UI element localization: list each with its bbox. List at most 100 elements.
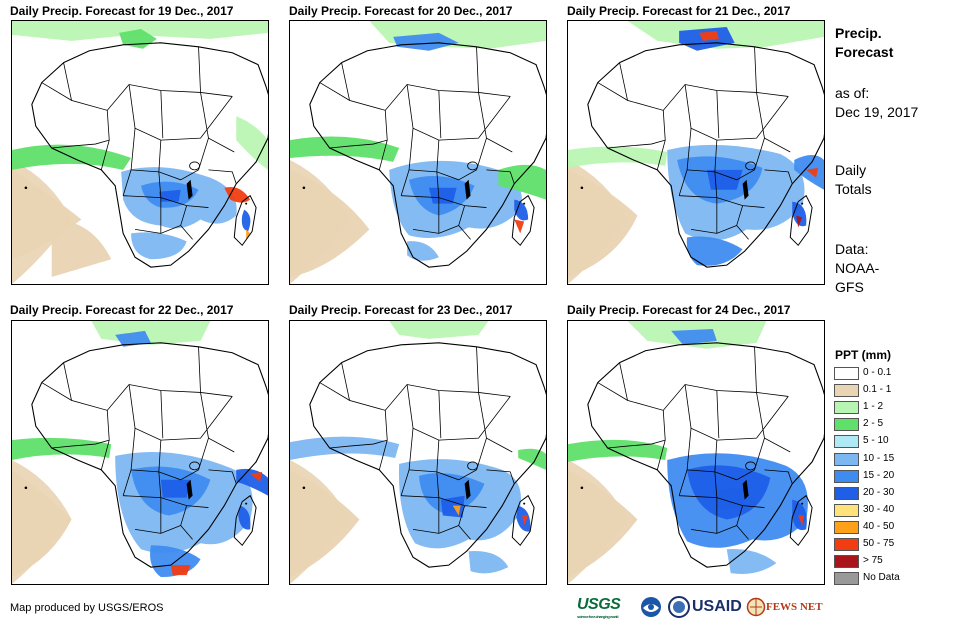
precip-area <box>246 229 251 240</box>
map-svg <box>12 321 268 584</box>
madagascar-outline <box>233 194 257 247</box>
country-border <box>684 84 789 141</box>
precip-area <box>671 328 717 345</box>
precip-area <box>115 330 151 347</box>
country-border <box>597 82 628 101</box>
legend-item: > 75 <box>834 554 954 570</box>
africa-outline <box>309 42 546 268</box>
country-border <box>412 524 471 540</box>
lake-victoria <box>467 161 478 171</box>
country-border <box>400 128 414 196</box>
lake-tanganyika <box>464 479 471 500</box>
usgs-logo: USGS science for a changing world <box>577 594 635 620</box>
country-border <box>122 128 136 196</box>
precip-area <box>514 219 525 234</box>
country-border <box>436 171 440 198</box>
country-border <box>678 128 692 196</box>
country-border <box>486 469 515 484</box>
panel-title-5: Daily Precip. Forecast for 23 Dec., 2017 <box>289 303 513 317</box>
island-dot <box>523 202 526 205</box>
usgs-logo-text: USGS <box>577 595 621 613</box>
country-border <box>123 195 209 208</box>
country-border <box>128 84 233 141</box>
country-border <box>400 428 414 496</box>
panel-title-4: Daily Precip. Forecast for 22 Dec., 2017 <box>10 303 234 317</box>
country-border <box>123 495 209 508</box>
island-dot <box>580 186 584 190</box>
side-totals: Daily Totals <box>835 161 872 199</box>
country-border <box>438 390 442 439</box>
precip-area <box>726 549 777 574</box>
map-svg <box>290 21 546 284</box>
country-border <box>764 469 793 484</box>
legend-item: 5 - 10 <box>834 434 954 450</box>
legend-item: 0.1 - 1 <box>834 383 954 399</box>
lake-tanganyika <box>464 179 471 200</box>
africa-outline <box>587 42 824 268</box>
africa-outline <box>31 42 268 268</box>
country-border <box>134 224 193 240</box>
africa-outline <box>587 342 824 568</box>
precip-area <box>131 232 187 260</box>
legend-swatch <box>834 418 859 432</box>
precip-area <box>568 469 638 578</box>
map-svg <box>12 21 268 284</box>
precip-area <box>224 186 251 203</box>
precip-area <box>796 215 803 228</box>
side-asof: as of: Dec 19, 2017 <box>835 84 918 122</box>
legend-item: 30 - 40 <box>834 503 954 519</box>
country-border <box>198 346 201 393</box>
legend-swatch <box>834 486 859 500</box>
precip-area <box>290 169 370 278</box>
precip-area <box>290 469 360 578</box>
legend-swatch <box>834 469 859 483</box>
precip-area <box>393 32 459 51</box>
country-border <box>714 437 765 481</box>
country-border <box>607 439 666 449</box>
precip-area <box>407 241 439 261</box>
precip-area <box>12 437 112 460</box>
country-border <box>436 137 487 181</box>
precip-area <box>794 154 824 190</box>
country-border <box>438 90 442 139</box>
precip-area <box>568 439 668 462</box>
legend-label: 30 - 40 <box>863 503 895 515</box>
country-border <box>436 437 487 481</box>
country-border <box>619 62 789 111</box>
country-border <box>180 205 188 226</box>
country-border <box>406 84 511 141</box>
country-border <box>51 439 110 449</box>
legend-swatch <box>834 452 859 466</box>
country-border <box>597 382 628 401</box>
lake-tanganyika <box>186 479 193 500</box>
fews-net-text: FEWS NET <box>766 601 823 613</box>
legend-swatch <box>834 572 859 586</box>
precip-area <box>238 505 251 530</box>
country-border <box>716 90 720 139</box>
legend-title: PPT (mm) <box>835 348 892 362</box>
precip-area <box>806 167 819 178</box>
country-border <box>412 224 471 240</box>
country-border <box>754 46 757 93</box>
side-heading-line1: Precip. <box>835 25 882 41</box>
side-data-line3: GFS <box>835 279 864 295</box>
country-border <box>679 495 765 508</box>
legend-swatch <box>834 384 859 398</box>
precip-area <box>452 505 461 516</box>
country-border <box>478 392 513 453</box>
country-border <box>41 82 72 101</box>
country-border <box>756 392 791 453</box>
country-border <box>63 62 233 111</box>
madagascar-outline <box>511 494 535 547</box>
legend-item: 10 - 15 <box>834 452 954 468</box>
country-border <box>736 505 744 526</box>
legend-label: 50 - 75 <box>863 538 895 549</box>
precip-area <box>12 469 72 578</box>
legend-item: 15 - 20 <box>834 469 954 485</box>
panel-title-1: Daily Precip. Forecast for 19 Dec., 2017 <box>10 4 234 18</box>
panel-title-2: Daily Precip. Forecast for 20 Dec., 2017 <box>289 4 513 18</box>
legend-item: No Data <box>834 571 954 587</box>
legend-item: 50 - 75 <box>834 537 954 553</box>
legend-swatch <box>834 367 859 380</box>
country-border <box>476 346 479 393</box>
